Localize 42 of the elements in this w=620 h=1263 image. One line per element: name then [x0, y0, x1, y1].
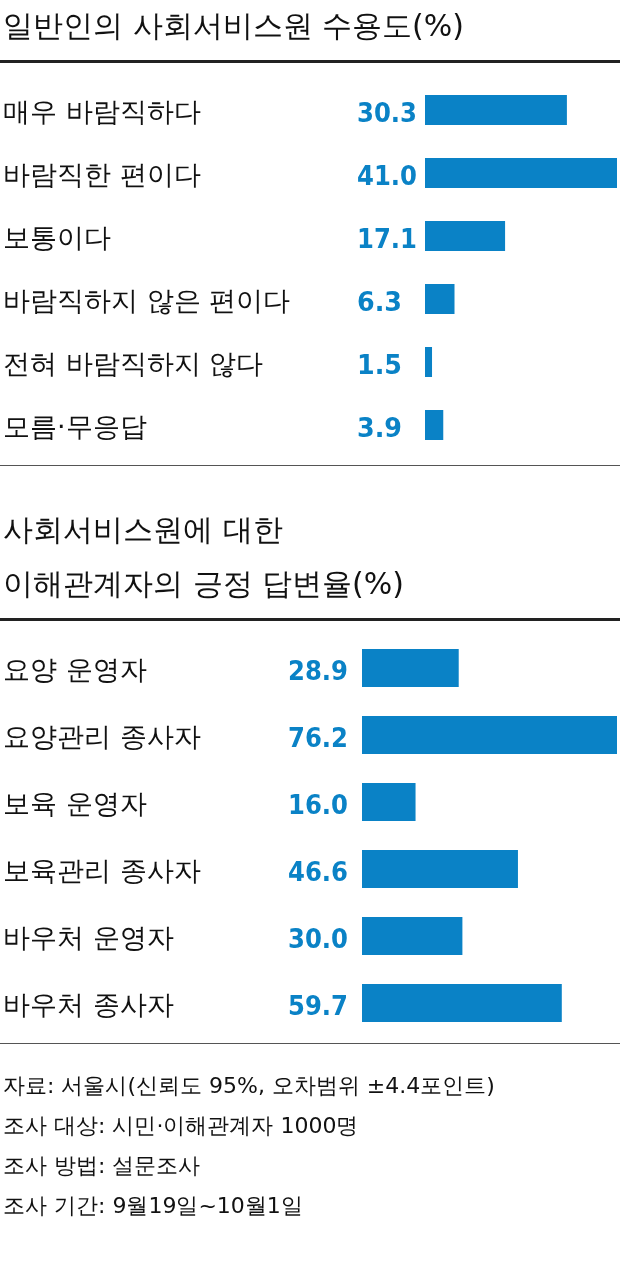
data-label: 3.9: [357, 412, 405, 443]
chart-title: 사회서비스원에 대한 이해관계자의 긍정 답변율(%): [3, 512, 404, 601]
chart-title: 일반인의 사회서비스원 수용도(%): [3, 8, 464, 43]
bar: [425, 221, 506, 251]
data-label: 16.0: [288, 789, 355, 820]
text: 조사 기간: 9월19일~10월1일: [3, 1193, 303, 1218]
y-tick-label: 바우처 운영자: [3, 922, 174, 953]
data-label: 30.3: [357, 97, 424, 128]
y-tick-label: 요양관리 종사자: [3, 721, 201, 752]
y-tick-label: 모름·무응답: [3, 411, 147, 442]
text: 자료: 서울시(신뢰도 95%, 오차범위 ±4.4포인트): [3, 1073, 495, 1098]
y-tick-label: 바우처 종사자: [3, 989, 174, 1020]
y-tick-label: 요양 운영자: [3, 654, 147, 685]
data-label: 76.2: [288, 722, 355, 753]
y-tick-label: 보육 운영자: [3, 788, 147, 819]
text: 조사 방법: 설문조사: [3, 1153, 201, 1178]
y-tick-label: 보육관리 종사자: [3, 855, 201, 886]
data-label: 6.3: [357, 286, 405, 317]
data-label: 30.0: [288, 923, 355, 954]
data-label: 46.6: [288, 856, 355, 887]
data-label: 41.0: [357, 160, 424, 191]
bar: [362, 649, 459, 687]
data-label: 28.9: [288, 655, 355, 686]
y-tick-label: 전혀 바람직하지 않다: [3, 348, 264, 379]
bar: [362, 850, 518, 888]
data-label: 1.5: [357, 349, 405, 380]
bar: [425, 284, 455, 314]
bar: [362, 984, 562, 1022]
bar: [425, 158, 617, 188]
data-label: 59.7: [288, 990, 355, 1021]
y-tick-label: 바람직한 편이다: [3, 159, 201, 190]
y-tick-label: 매우 바람직하다: [3, 96, 201, 127]
bar: [362, 917, 463, 955]
y-tick-label: 보통이다: [3, 222, 111, 253]
bar: [425, 347, 433, 377]
text: 조사 대상: 시민·이해관계자 1000명: [3, 1113, 359, 1138]
bar: [362, 716, 617, 754]
y-tick-label: 바람직하지 않은 편이다: [3, 285, 291, 316]
data-label: 17.1: [357, 223, 424, 254]
bar: [362, 783, 416, 821]
bar: [425, 95, 567, 125]
bar: [425, 410, 444, 440]
